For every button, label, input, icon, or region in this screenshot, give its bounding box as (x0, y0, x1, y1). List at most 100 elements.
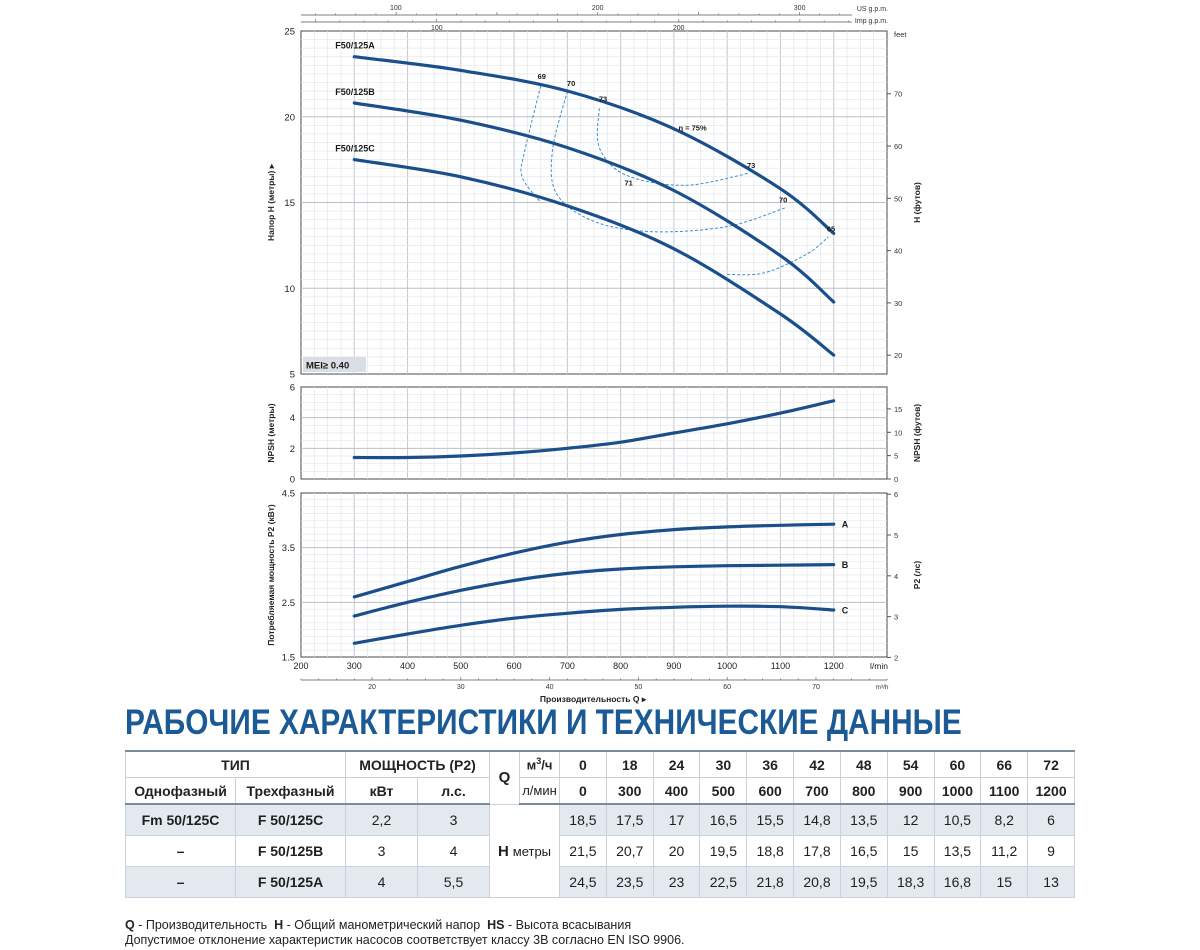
x-tick-label: 800 (613, 661, 628, 671)
head-value: 15 (980, 866, 1029, 898)
q-lmin-cell: 500 (699, 777, 748, 805)
h-label: H (498, 842, 509, 860)
q-m3h-cell: 36 (746, 750, 795, 778)
head-value: 16,8 (933, 866, 982, 898)
series-label: F50/125A (335, 41, 375, 51)
kw-header: кВт (345, 777, 418, 805)
efficiency-label: 73 (747, 161, 755, 170)
tolerance-note: Допустимое отклонение характеристик насо… (125, 933, 685, 947)
series-line (352, 563, 836, 618)
head-value: 21,5 (559, 835, 607, 867)
q-lmin-cell: 1200 (1027, 777, 1075, 805)
m3h-tick-label: 50 (634, 684, 642, 691)
q-m3h-cell: 0 (559, 750, 607, 778)
head-value: 17 (652, 803, 701, 836)
x-tick-label: 1200 (824, 661, 844, 671)
power-hp: 5,5 (416, 866, 491, 898)
head-value: 17,5 (605, 803, 654, 836)
head-value: 24,5 (559, 866, 607, 898)
y2-tick-label: 50 (894, 194, 902, 203)
x-tick-label: 1000 (717, 661, 737, 671)
head-value: 13 (1027, 866, 1075, 898)
efficiency-curve (520, 85, 542, 203)
q-lmin-cell: 900 (886, 777, 935, 805)
q-m3h-cell: 72 (1027, 750, 1075, 778)
y2-unit-label: feet (894, 30, 907, 39)
head-value: 11,2 (980, 835, 1029, 867)
y2-tick-label: 0 (894, 475, 898, 484)
series-line (352, 55, 836, 235)
us-gpm-label: 100 (390, 5, 402, 12)
hp-header: л.с. (416, 777, 491, 805)
table-row: Fm 50/125C F 50/125C 2,2 3 H метры 18,5 1… (125, 803, 1075, 898)
head-value: 10,5 (933, 803, 982, 836)
q-lmin-cell: 1000 (933, 777, 982, 805)
head-value: 15 (886, 835, 935, 867)
table-subheader-row: Однофазный Трехфазный кВт л.с. л/мин 0 3… (125, 777, 1075, 805)
legend-note: Q - Производительность H - Общий маномет… (125, 918, 631, 932)
q-m3h-cell: 54 (886, 750, 935, 778)
power-header: МОЩНОСТЬ (P2) (344, 750, 491, 778)
q-label: Q (489, 750, 521, 805)
x-tick-label: 200 (293, 661, 308, 671)
x-unit-label: l/min (870, 661, 888, 671)
q-lmin-cell: 300 (605, 777, 654, 805)
efficiency-curve (727, 236, 829, 276)
three-phase-model: F 50/125C (235, 803, 346, 836)
mei-badge: MEI≥ 0.40 (306, 361, 349, 372)
head-value: 18,3 (886, 866, 935, 898)
y-tick-label: 20 (284, 112, 295, 123)
efficiency-label: 73 (599, 94, 607, 103)
y-tick-label: 0 (290, 475, 295, 486)
y-tick-label: 6 (290, 383, 295, 394)
q-lmin-cell: 0 (559, 777, 607, 805)
y-axis-title: Напор H (метры) ▸ (266, 163, 276, 241)
series-label: A (842, 520, 849, 530)
head-value: 18,5 (559, 803, 607, 836)
section-title: РАБОЧИЕ ХАРАКТЕРИСТИКИ И ТЕХНИЧЕСКИЕ ДАН… (125, 702, 962, 742)
head-value: 15,5 (746, 803, 795, 836)
x-tick-label: 700 (560, 661, 575, 671)
y2-tick-label: 30 (894, 299, 902, 308)
us-gpm-unit: US g.p.m. (857, 6, 888, 13)
head-value: 9 (1027, 835, 1075, 867)
y-tick-label: 2 (290, 444, 295, 455)
series-line (352, 399, 836, 460)
y-axis-title: Потребляемая мощность P2 (кВт) (266, 504, 276, 646)
q-m3h-cell: 48 (839, 750, 888, 778)
head-value: 17,8 (793, 835, 841, 867)
single-phase-model: – (125, 835, 236, 867)
efficiency-label: 70 (567, 79, 575, 88)
head-value: 20 (652, 835, 701, 867)
q-m3h-cell: 60 (933, 750, 982, 778)
y-axis-title: NPSH (метры) (266, 403, 276, 462)
us-gpm-label: 200 (592, 5, 604, 12)
head-value: 20,8 (793, 866, 841, 898)
y-tick-label: 5 (290, 370, 295, 381)
y2-axis-title: H (футов) (912, 182, 922, 223)
m3h-unit-label: m³/h (876, 684, 889, 691)
q-m3h-cell: 30 (699, 750, 748, 778)
y2-tick-label: 4 (894, 572, 898, 581)
power-kw: 3 (345, 835, 418, 867)
m3h-tick-label: 30 (457, 684, 465, 691)
q-lmin-cell: 600 (746, 777, 795, 805)
y2-tick-label: 40 (894, 247, 902, 256)
q-m3h-cell: 66 (980, 750, 1029, 778)
x-tick-label: 500 (453, 661, 468, 671)
y-tick-label: 1.5 (282, 653, 295, 664)
three-phase-model: F 50/125B (235, 835, 346, 867)
y2-tick-label: 20 (894, 351, 902, 360)
y2-tick-label: 3 (894, 613, 898, 622)
q-unit-lmin: л/мин (519, 777, 561, 805)
single-phase-model: – (125, 866, 236, 898)
x-tick-label: 600 (507, 661, 522, 671)
single-phase-model: Fm 50/125C (125, 803, 236, 836)
three-phase-header: Трехфазный (235, 777, 346, 805)
y2-tick-label: 5 (894, 531, 898, 540)
y2-tick-label: 70 (894, 90, 902, 99)
y2-axis-title: NPSH (футов) (912, 404, 922, 462)
y2-tick-label: 6 (894, 490, 898, 499)
spec-table: ТИП МОЩНОСТЬ (P2) Q м3/ч 0 18 24 30 36 4… (125, 750, 1075, 898)
q-lmin-cell: 1100 (980, 777, 1029, 805)
